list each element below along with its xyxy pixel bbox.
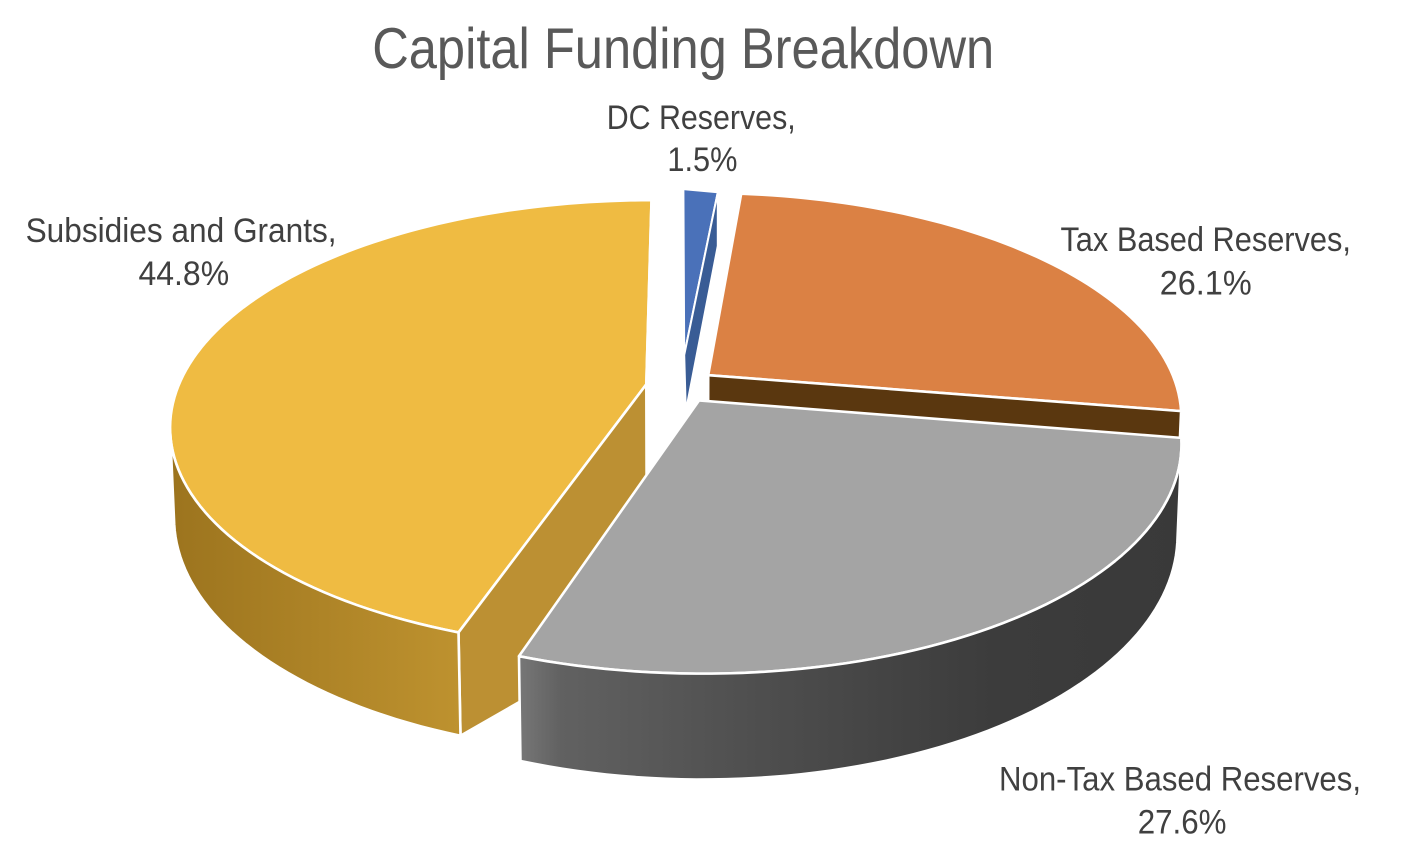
svg-text:Capital Funding Breakdown: Capital Funding Breakdown — [372, 17, 994, 81]
svg-text:1.5%: 1.5% — [667, 141, 737, 179]
svg-text:Subsidies and Grants,: Subsidies and Grants, — [26, 212, 337, 250]
svg-text:44.8%: 44.8% — [139, 255, 230, 293]
svg-text:27.6%: 27.6% — [1138, 803, 1227, 841]
svg-text:DC Reserves,: DC Reserves, — [607, 99, 796, 137]
svg-text:Non-Tax Based Reserves,: Non-Tax Based Reserves, — [999, 760, 1361, 798]
svg-text:26.1%: 26.1% — [1160, 264, 1252, 302]
svg-text:Tax Based Reserves,: Tax Based Reserves, — [1060, 221, 1351, 259]
